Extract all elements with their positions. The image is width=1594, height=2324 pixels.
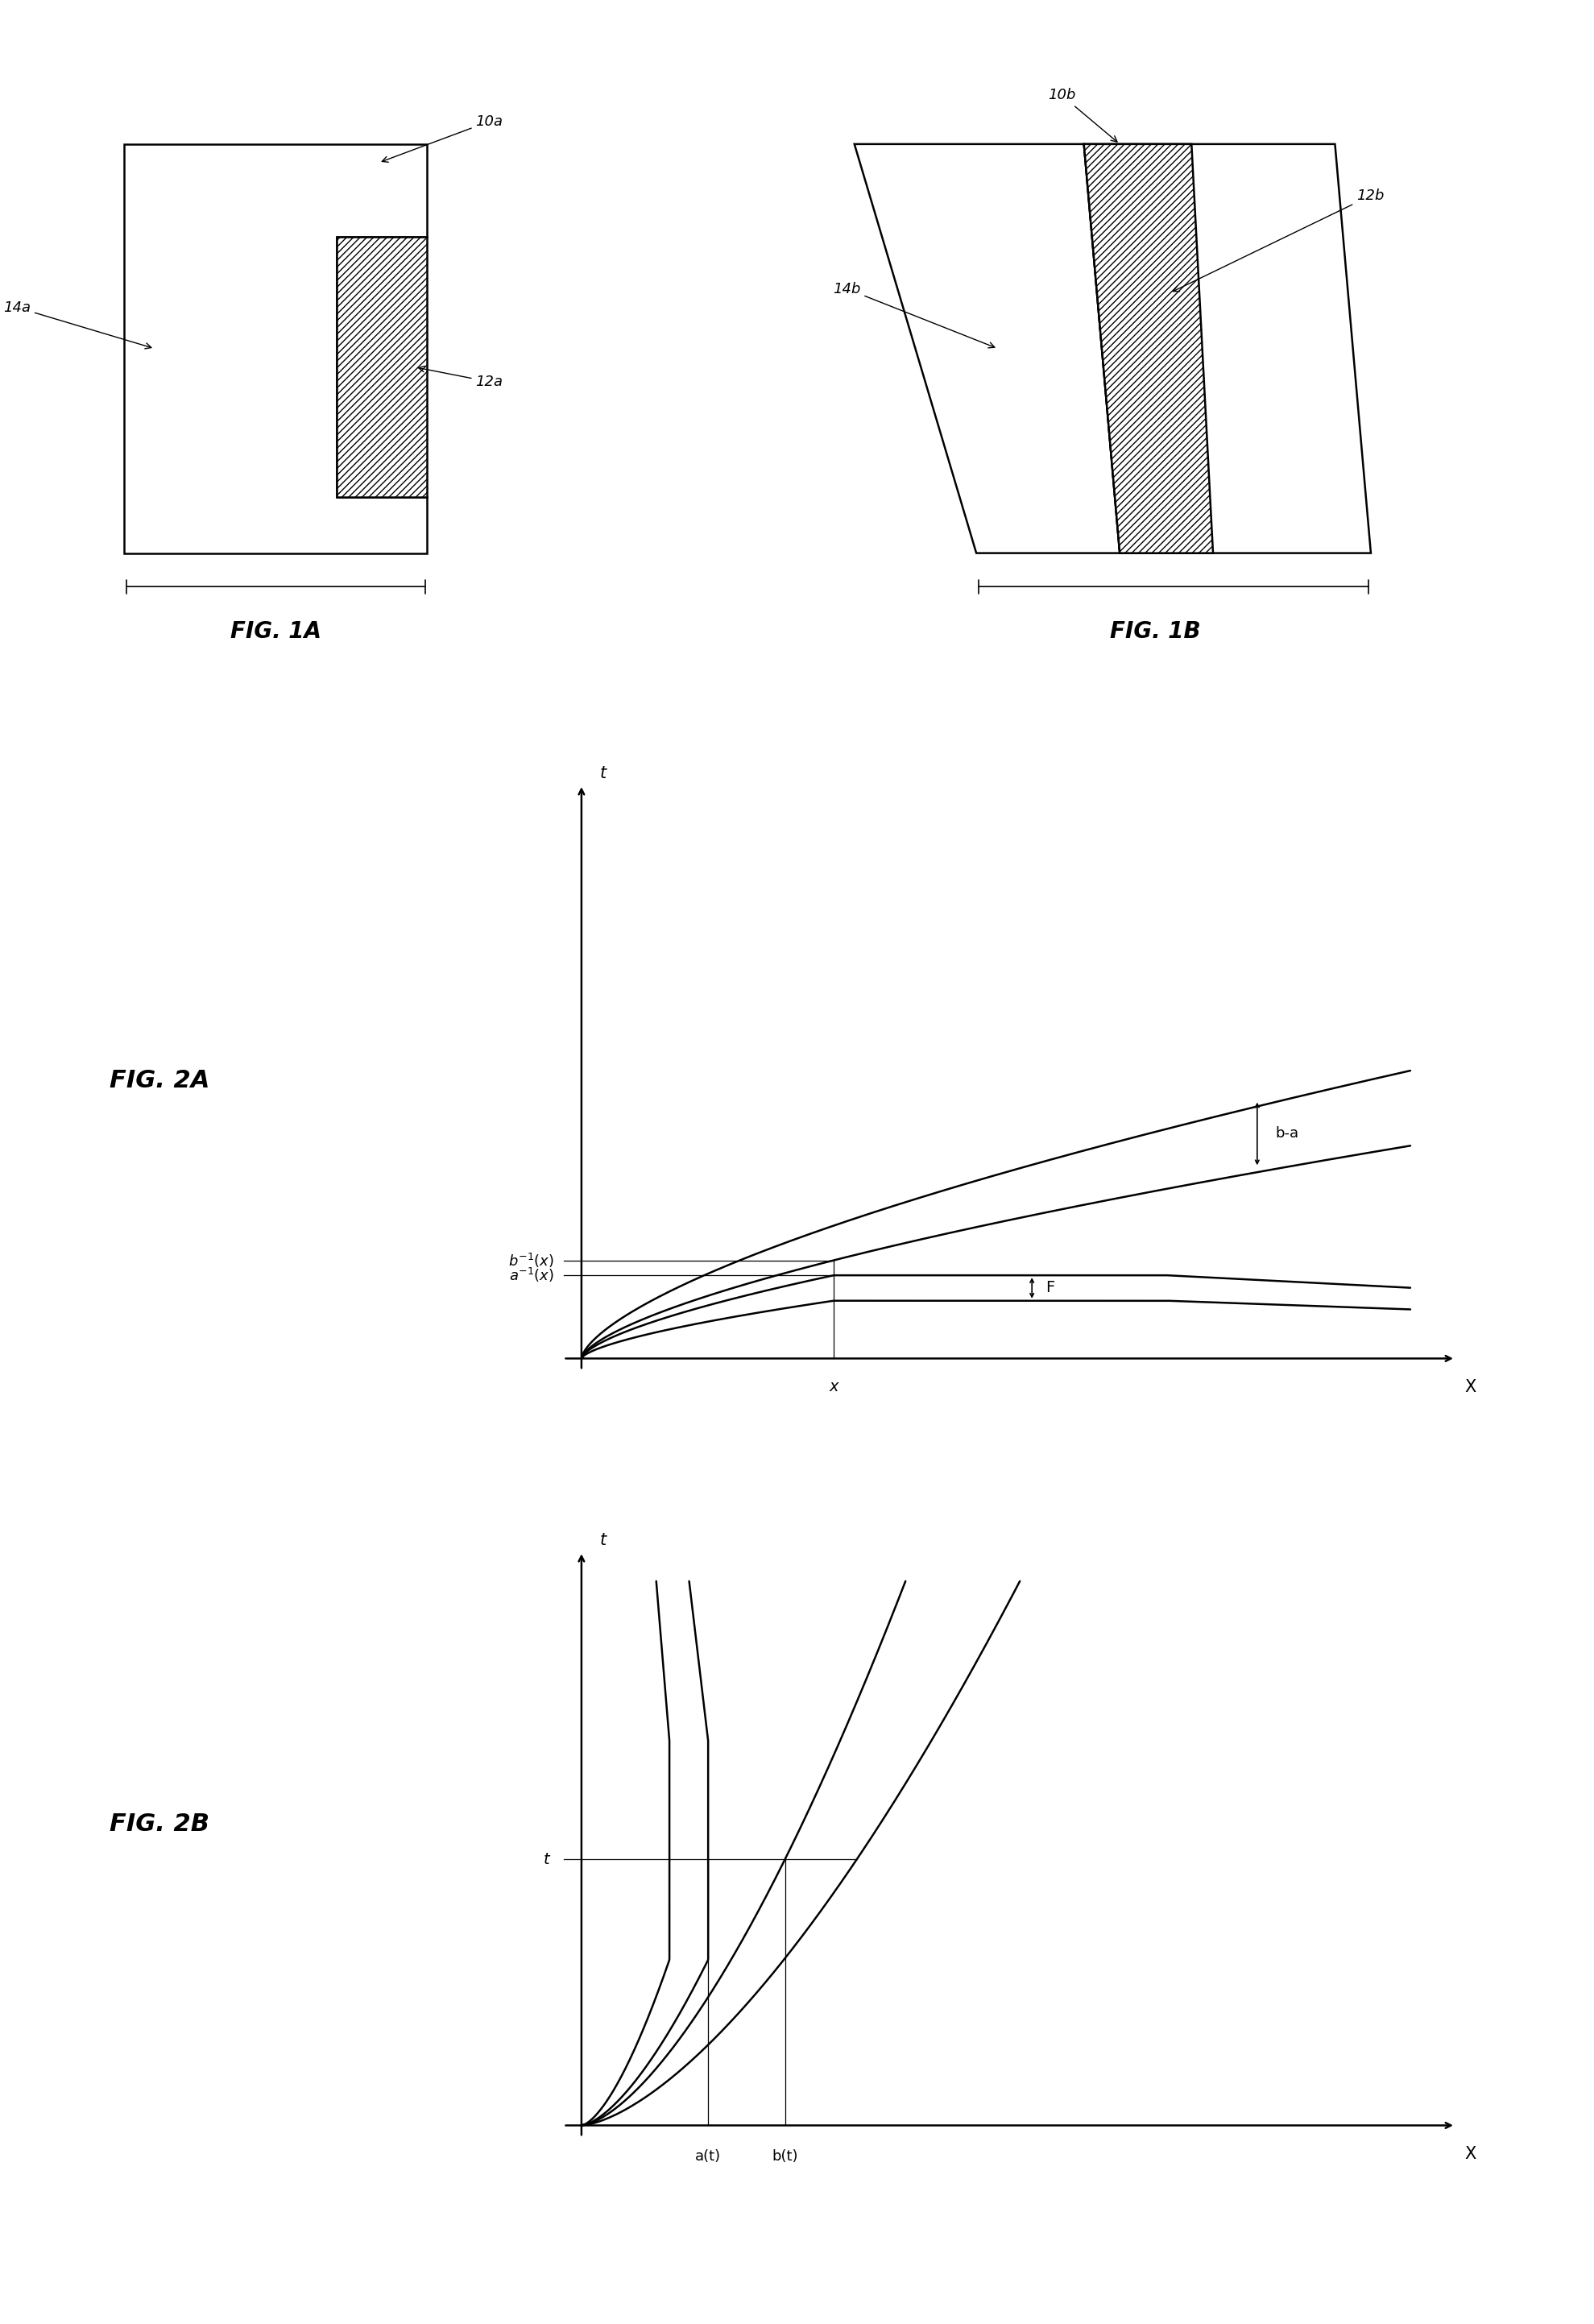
Text: FIG. 2A: FIG. 2A (110, 1069, 209, 1092)
Text: 10a: 10a (383, 114, 504, 163)
Text: X: X (1465, 2145, 1476, 2161)
Text: 10b: 10b (1049, 88, 1117, 142)
Polygon shape (1084, 144, 1213, 553)
Polygon shape (336, 237, 427, 497)
Polygon shape (124, 144, 427, 553)
Text: t: t (544, 1852, 550, 1866)
Polygon shape (1084, 144, 1371, 553)
Polygon shape (854, 144, 1119, 553)
Text: t: t (599, 1532, 606, 1548)
Text: X: X (1465, 1378, 1476, 1394)
Text: a(t): a(t) (695, 2150, 720, 2164)
Text: b-a: b-a (1275, 1127, 1299, 1141)
Text: FIG. 1B: FIG. 1B (1111, 621, 1200, 644)
Text: FIG. 2B: FIG. 2B (110, 1813, 209, 1836)
Text: 12b: 12b (1173, 188, 1384, 290)
Text: F: F (1046, 1281, 1055, 1297)
Text: 14b: 14b (832, 281, 995, 349)
Text: $b^{-1}(x)$: $b^{-1}(x)$ (508, 1253, 555, 1269)
Text: t: t (599, 765, 606, 781)
Text: $a^{-1}(x)$: $a^{-1}(x)$ (510, 1267, 555, 1285)
Text: b(t): b(t) (771, 2150, 799, 2164)
Text: 14a: 14a (3, 300, 151, 349)
Text: 12a: 12a (419, 367, 504, 388)
Text: x: x (829, 1378, 838, 1394)
Text: FIG. 1A: FIG. 1A (230, 621, 322, 644)
